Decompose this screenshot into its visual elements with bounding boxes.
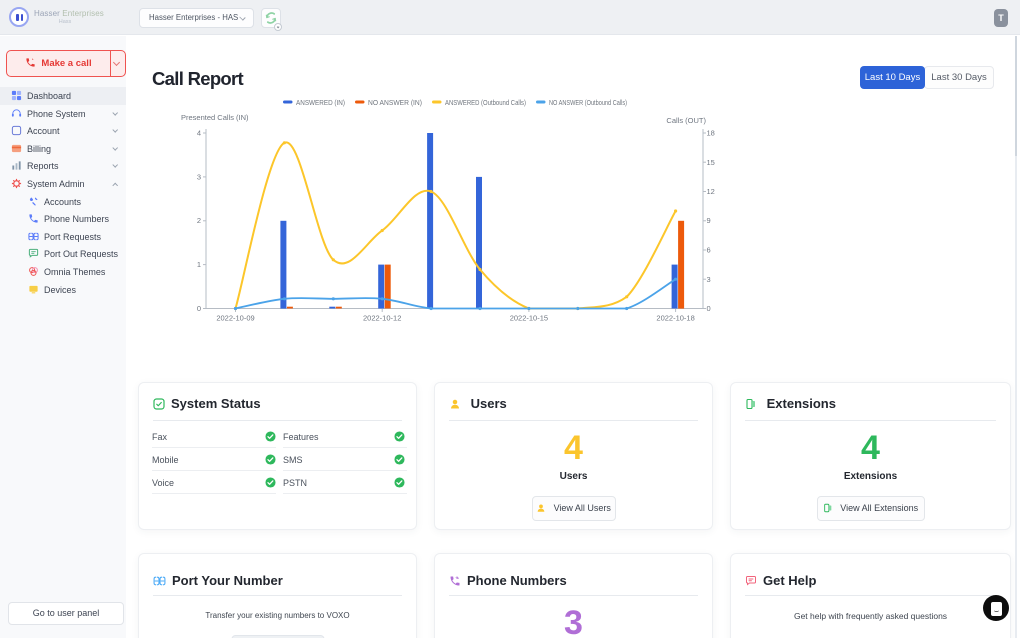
svg-text:2022-10-12: 2022-10-12 <box>363 314 401 323</box>
svg-text:9: 9 <box>707 216 711 225</box>
svg-text:Calls (OUT): Calls (OUT) <box>666 116 706 125</box>
svg-text:15: 15 <box>707 158 715 167</box>
svg-text:0: 0 <box>197 304 201 313</box>
svg-text:3: 3 <box>707 275 711 284</box>
svg-text:2022-10-09: 2022-10-09 <box>216 314 254 323</box>
svg-text:ANSWERED (IN): ANSWERED (IN) <box>296 98 345 107</box>
svg-text:2022-10-15: 2022-10-15 <box>510 314 548 323</box>
svg-text:4: 4 <box>197 129 201 138</box>
svg-text:1: 1 <box>197 260 201 269</box>
svg-text:Presented Calls (IN): Presented Calls (IN) <box>181 113 249 122</box>
svg-text:NO ANSWER (IN): NO ANSWER (IN) <box>368 98 422 107</box>
svg-text:0: 0 <box>707 304 711 313</box>
svg-text:NO ANSWER (Outbound Calls): NO ANSWER (Outbound Calls) <box>549 98 627 107</box>
svg-text:ANSWERED (Outbound Calls): ANSWERED (Outbound Calls) <box>445 98 526 107</box>
svg-text:2022-10-18: 2022-10-18 <box>656 314 694 323</box>
svg-text:3: 3 <box>197 172 201 181</box>
svg-text:2: 2 <box>197 216 201 225</box>
svg-text:12: 12 <box>707 187 715 196</box>
svg-text:6: 6 <box>707 246 711 255</box>
svg-text:18: 18 <box>707 129 715 138</box>
